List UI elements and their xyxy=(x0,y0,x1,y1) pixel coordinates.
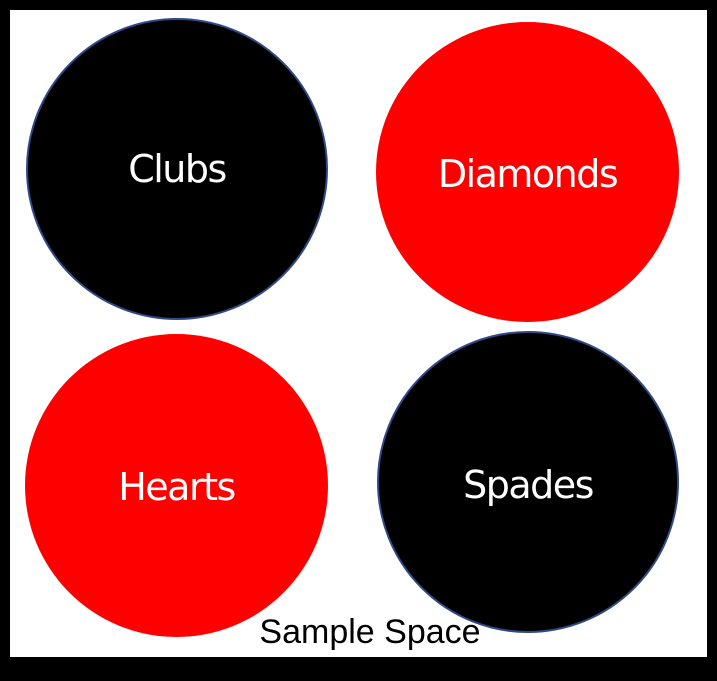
diamonds-label: Diamonds xyxy=(437,152,619,196)
hearts-circle: Hearts xyxy=(25,334,328,637)
hearts-label: Hearts xyxy=(118,464,236,509)
spades-circle: Spades xyxy=(377,331,679,633)
diamonds-circle: Diamonds xyxy=(376,22,679,322)
sample-space-caption: Sample Space xyxy=(259,613,481,651)
clubs-circle: Clubs xyxy=(26,18,328,320)
spades-label: Spades xyxy=(463,463,594,507)
clubs-label: Clubs xyxy=(128,147,227,191)
